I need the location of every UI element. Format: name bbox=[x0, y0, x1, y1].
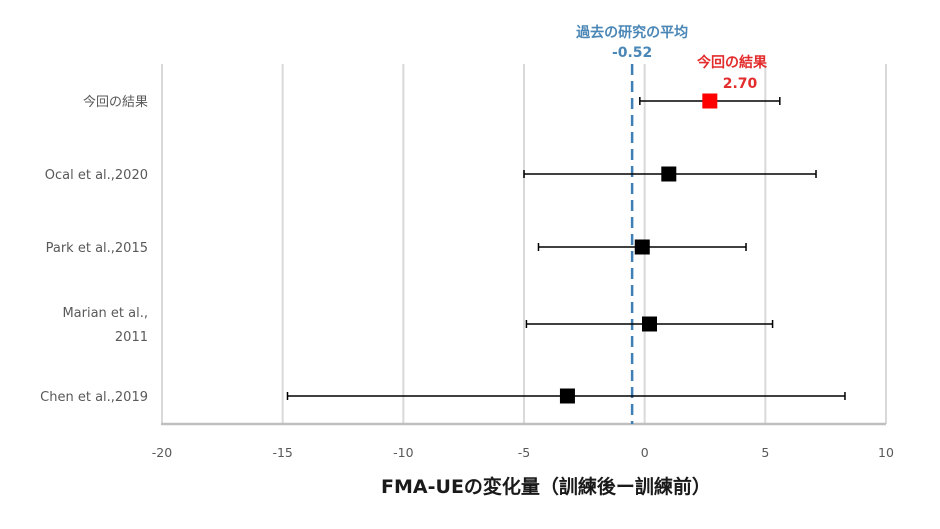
study-label: Marian et al., bbox=[62, 306, 148, 321]
study-label: Park et al.,2015 bbox=[46, 241, 148, 256]
current-result-annotation-title: 今回の結果 bbox=[696, 54, 768, 71]
y-category-labels: 今回の結果 Ocal et al.,2020 Park et al.,2015 Mar… bbox=[40, 94, 148, 405]
study-label: 2011 bbox=[115, 330, 148, 345]
x-tick-label: -5 bbox=[518, 445, 530, 460]
point-estimate-marker bbox=[634, 239, 650, 255]
study-label: 今回の結果 bbox=[83, 94, 148, 110]
mean-annotation-value: -0.52 bbox=[612, 45, 652, 61]
point-estimate-marker bbox=[559, 388, 575, 404]
x-tick-label: -10 bbox=[393, 445, 413, 460]
x-tick-label: -20 bbox=[152, 445, 172, 460]
x-tick-label: -15 bbox=[272, 445, 292, 460]
reference-line-group: 過去の研究の平均 -0.52 bbox=[575, 24, 688, 424]
x-tick-label: 5 bbox=[761, 445, 769, 460]
study-label: Ocal et al.,2020 bbox=[45, 168, 148, 183]
point-estimate-marker bbox=[702, 93, 718, 109]
study-label: Chen et al.,2019 bbox=[40, 390, 148, 405]
x-tick-label: 10 bbox=[878, 445, 894, 460]
x-tick-label: 0 bbox=[641, 445, 649, 460]
gridlines bbox=[161, 64, 887, 424]
study-marks bbox=[286, 93, 846, 404]
current-result-annotation: 今回の結果 2.70 bbox=[696, 54, 768, 92]
point-estimate-marker bbox=[661, 166, 677, 182]
current-result-annotation-value: 2.70 bbox=[723, 76, 758, 92]
x-axis-title: FMA-UEの変化量（訓練後ー訓練前） bbox=[381, 475, 711, 498]
mean-annotation-title: 過去の研究の平均 bbox=[575, 24, 688, 41]
point-estimate-marker bbox=[641, 316, 657, 332]
x-tick-labels: -20 -15 -10 -5 0 5 10 bbox=[152, 445, 894, 460]
